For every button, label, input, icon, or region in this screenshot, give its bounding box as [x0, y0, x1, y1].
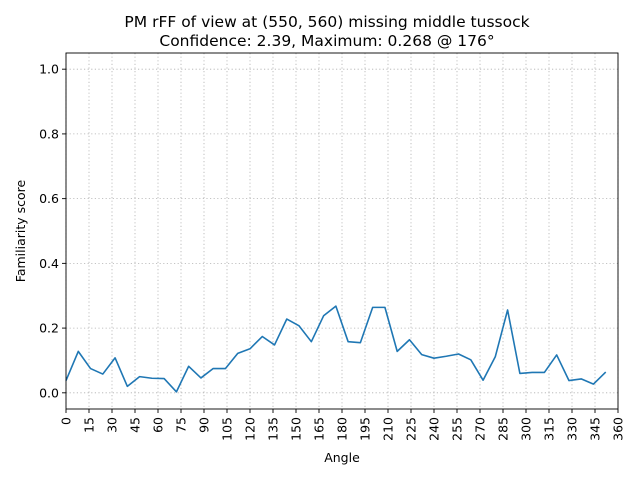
x-tick-label: 120	[243, 417, 258, 441]
grid	[65, 53, 619, 409]
x-tick-label: 210	[381, 417, 396, 441]
x-tick-label: 285	[496, 417, 511, 441]
x-tick-label: 330	[565, 417, 580, 441]
y-tick-label: 0.6	[39, 191, 59, 206]
x-tick-label: 270	[473, 417, 488, 441]
x-tick-label: 360	[611, 417, 626, 441]
chart-subtitle: Confidence: 2.39, Maximum: 0.268 @ 176°	[159, 32, 494, 50]
x-tick-label: 15	[82, 417, 97, 433]
x-tick-label: 240	[427, 417, 442, 441]
x-tick-label: 30	[105, 417, 120, 433]
x-tick-label: 165	[312, 417, 327, 441]
x-tick-label: 150	[289, 417, 304, 441]
x-axis-label: Angle	[324, 450, 360, 465]
x-tick-label: 135	[266, 417, 281, 441]
y-tick-label: 0.4	[39, 256, 59, 271]
y-tick-label: 0.2	[39, 321, 59, 336]
x-tick-label: 45	[128, 417, 143, 433]
y-tick-label: 0.8	[39, 126, 59, 141]
x-tick-label: 0	[59, 417, 74, 425]
x-tick-label: 90	[197, 417, 212, 433]
y-axis-label: Familiarity score	[13, 179, 28, 282]
x-tick-label: 300	[519, 417, 534, 441]
y-tick-label: 1.0	[39, 62, 59, 77]
chart-title: PM rFF of view at (550, 560) missing mid…	[124, 13, 529, 31]
x-tick-label: 105	[220, 417, 235, 441]
x-tick-label: 255	[450, 417, 465, 441]
x-tick-label: 225	[404, 417, 419, 441]
x-tick-label: 195	[358, 417, 373, 441]
series-layer	[65, 305, 607, 393]
x-tick-label: 345	[588, 417, 603, 441]
y-tick-label: 0.0	[39, 385, 59, 400]
axis-ticks: 0 15 30 45 60 75 90 105 120 135 150 165 180 195 210 225…	[39, 62, 625, 441]
x-tick-label: 180	[335, 417, 350, 441]
x-tick-label: 315	[542, 417, 557, 441]
x-tick-label: 60	[151, 417, 166, 433]
x-tick-label: 75	[174, 417, 189, 433]
familiarity-series-line	[65, 305, 607, 393]
